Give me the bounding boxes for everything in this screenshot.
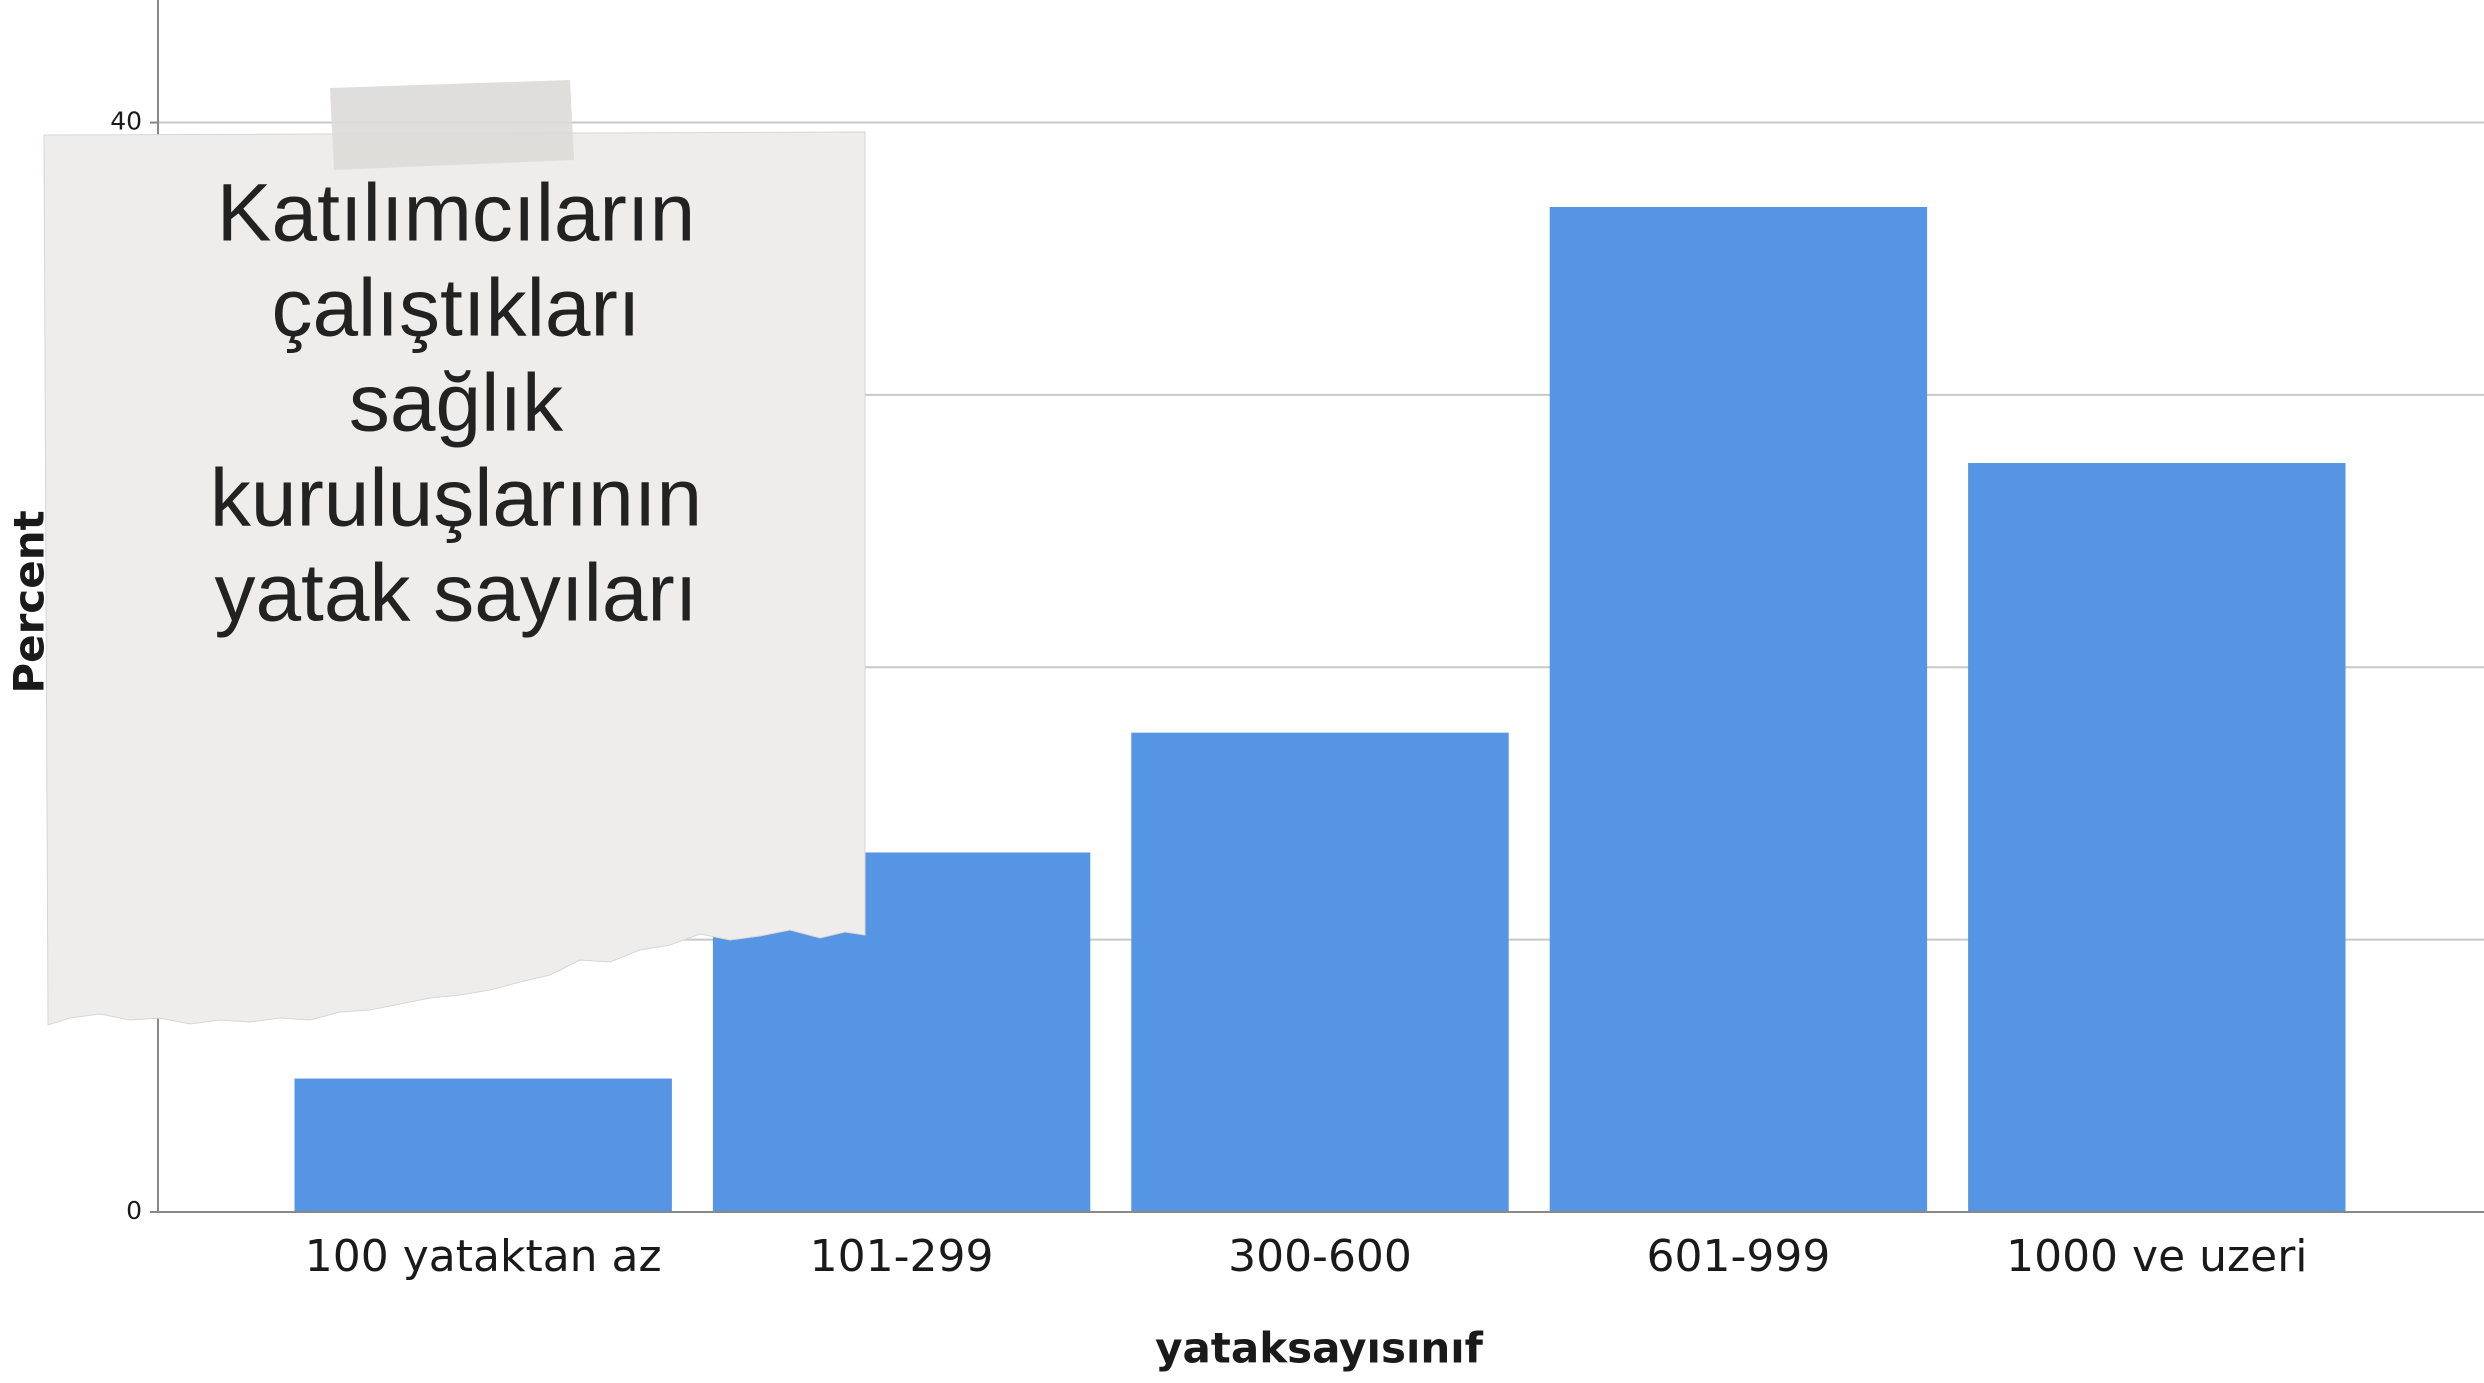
x-tick-label: 100 yataktan az xyxy=(305,1231,662,1282)
y-tick-label: 0 xyxy=(126,1196,142,1225)
note-text: çalıştıkları xyxy=(271,263,640,354)
note-text: kuruluşlarının xyxy=(210,453,702,544)
x-tick-label: 101-299 xyxy=(810,1231,994,1282)
note-text: yatak sayıları xyxy=(214,548,697,639)
bar xyxy=(1550,207,1927,1212)
tape xyxy=(330,80,574,170)
x-tick-label: 601-999 xyxy=(1646,1231,1830,1282)
y-tick-label: 40 xyxy=(110,107,142,136)
x-tick-label: 300-600 xyxy=(1228,1231,1412,1282)
bar xyxy=(1131,733,1508,1212)
x-axis-label: yataksayısınıf xyxy=(1155,1324,1484,1373)
note-text: sağlık xyxy=(349,358,564,449)
note-text: Katılımcıların xyxy=(217,168,695,259)
note: Katılımcılarınçalıştıklarısağlıkkuruluşl… xyxy=(44,80,865,1025)
x-tick-label: 1000 ve uzeri xyxy=(2006,1231,2307,1282)
bar xyxy=(1968,463,2345,1212)
chart: 010203040100 yataktan az101-299300-60060… xyxy=(0,0,2484,1383)
bar xyxy=(295,1079,672,1212)
